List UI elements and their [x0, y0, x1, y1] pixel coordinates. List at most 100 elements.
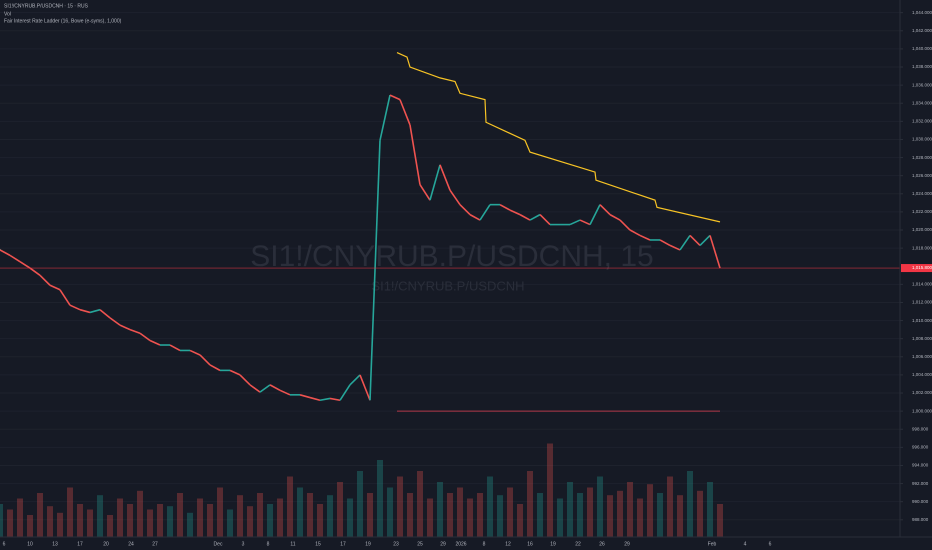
volume-bar	[647, 484, 653, 537]
price-segment	[109, 317, 121, 326]
volume-bar	[27, 515, 33, 537]
price-segment	[299, 394, 311, 399]
price-segment	[419, 184, 431, 201]
y-tick-label: 998.000	[912, 426, 929, 431]
x-tick-label: 19	[365, 541, 371, 547]
x-tick-label: Dec	[214, 541, 223, 547]
x-tick-label: 15	[315, 541, 321, 547]
price-segment	[79, 308, 91, 314]
price-segment	[39, 274, 51, 286]
volume-bar	[707, 482, 713, 537]
x-tick-label: 27	[152, 541, 158, 547]
legend-line: Fair Interest Rate Ladder (16, Bowe (e-s…	[4, 18, 122, 24]
price-segment	[709, 235, 721, 269]
price-segment	[29, 267, 41, 276]
y-tick-label: 1,012.000	[912, 300, 932, 305]
y-tick-label: 994.000	[912, 463, 929, 468]
volume-bar	[517, 504, 523, 537]
volume-bar	[237, 495, 243, 537]
price-segment	[89, 308, 101, 314]
price-segment	[199, 354, 211, 366]
price-segment	[459, 204, 471, 216]
volume-bar	[617, 490, 623, 537]
price-segment	[239, 374, 251, 386]
price-segment	[249, 384, 261, 393]
volume-bar	[187, 512, 193, 537]
volume-bar	[107, 515, 113, 537]
volume-bar	[7, 509, 13, 537]
price-segment	[259, 384, 271, 393]
volume-bar	[547, 443, 553, 537]
price-segment	[149, 339, 161, 346]
price-segment	[229, 369, 241, 376]
volume-bar	[297, 487, 303, 537]
price-segment	[669, 244, 681, 251]
price-segment	[499, 203, 511, 211]
price-segment	[629, 229, 641, 237]
price-segment	[189, 349, 201, 356]
volume-bar	[327, 495, 333, 537]
volume-bar	[17, 498, 23, 537]
volume-bar	[197, 498, 203, 537]
volume-bar	[367, 493, 373, 537]
plot	[0, 51, 900, 537]
volume-bar	[147, 509, 153, 537]
price-segment	[59, 289, 71, 306]
y-tick-label: 1,042.000	[912, 28, 932, 33]
y-tick-label: 1,030.000	[912, 137, 932, 142]
price-segment	[329, 397, 341, 402]
volume-bar	[67, 487, 73, 537]
volume-bar	[337, 482, 343, 537]
x-tick-label: 19	[550, 541, 556, 547]
volume-bar	[217, 487, 223, 537]
x-tick-label: 26	[599, 541, 605, 547]
volume-bar	[167, 506, 173, 537]
last-price-label: 1,015.800	[912, 265, 932, 270]
price-segment	[99, 309, 111, 319]
volume-bar	[87, 509, 93, 537]
volume-bar	[577, 493, 583, 537]
price-segment	[539, 214, 551, 226]
price-segment	[9, 254, 21, 263]
y-tick-label: 1,020.000	[912, 227, 932, 232]
ladder-line	[396, 51, 721, 223]
price-segment	[519, 213, 531, 221]
volume-bar	[137, 490, 143, 537]
price-segment	[119, 324, 131, 331]
volume-bar	[467, 498, 473, 537]
volume-bar	[397, 476, 403, 537]
volume-bar	[437, 482, 443, 537]
volume-bar	[257, 493, 263, 537]
price-segment	[679, 234, 691, 251]
price-segment	[639, 234, 651, 241]
x-tick-label: Feb	[708, 541, 717, 547]
price-segment	[0, 249, 11, 257]
x-tick-label: 12	[505, 541, 511, 547]
price-segment	[569, 219, 581, 226]
price-segment	[439, 164, 451, 191]
price-segment	[409, 124, 421, 185]
volume-bar	[597, 476, 603, 537]
volume-bar	[157, 504, 163, 537]
y-tick-label: 992.000	[912, 481, 929, 486]
price-segment	[339, 384, 351, 401]
volume-bar	[227, 509, 233, 537]
volume-bar	[507, 487, 513, 537]
y-tick-label: 1,018.000	[912, 245, 932, 250]
volume-bar	[117, 498, 123, 537]
price-segment	[309, 396, 321, 402]
volume-bar	[607, 495, 613, 537]
y-tick-label: 1,032.000	[912, 119, 932, 124]
volume-bar	[637, 498, 643, 537]
last-price-box	[901, 264, 932, 273]
x-tick-label: 29	[624, 541, 630, 547]
volume-bar	[477, 493, 483, 537]
volume-bar	[717, 504, 723, 537]
price-segment	[609, 213, 621, 221]
price-segment	[589, 204, 601, 225]
x-tick-label: 2026	[455, 541, 466, 547]
volume-bar	[387, 487, 393, 537]
price-segment	[49, 284, 61, 291]
